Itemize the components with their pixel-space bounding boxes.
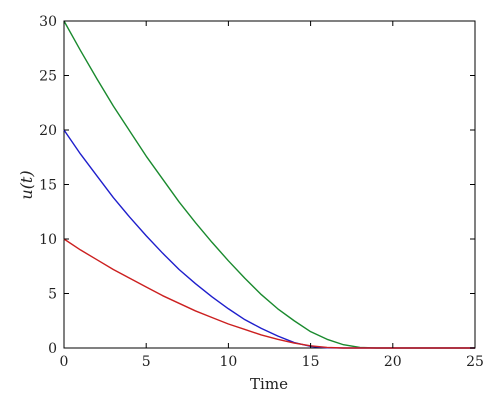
y-axis-ticks: 0 5 10 15 20 25 30 [39, 14, 475, 357]
x-tick-label: 15 [302, 354, 320, 370]
x-axis-label: Time [250, 375, 288, 393]
y-tick-label: 5 [48, 287, 57, 303]
x-tick-label: 25 [466, 354, 484, 370]
y-tick-label: 10 [39, 232, 57, 248]
x-tick-label: 0 [60, 354, 69, 370]
y-axis-label: u(t) [17, 170, 36, 199]
series-line-3 [63, 238, 475, 349]
y-tick-label: 20 [39, 123, 57, 139]
x-tick-label: 5 [142, 354, 151, 370]
x-tick-label: 10 [219, 354, 237, 370]
y-tick-label: 15 [39, 178, 57, 194]
series-layer [63, 20, 475, 349]
series-line-2 [63, 129, 475, 349]
x-axis-ticks: 0 5 10 15 20 25 [60, 21, 484, 370]
y-tick-label: 30 [39, 14, 57, 30]
plot-frame [63, 20, 476, 349]
y-tick-label: 0 [48, 341, 57, 357]
x-tick-label: 20 [384, 354, 402, 370]
series-line-1 [63, 20, 475, 349]
y-tick-label: 25 [39, 69, 57, 85]
